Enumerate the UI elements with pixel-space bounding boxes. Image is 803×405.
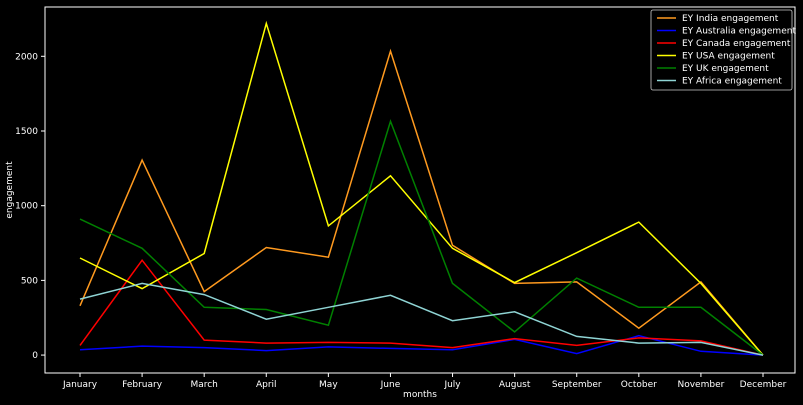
x-axis: January February March April May June July Augu… [62, 373, 787, 390]
y-tick-label: 0 [32, 351, 38, 361]
y-tick-label: 500 [21, 276, 38, 286]
series-line-4 [79, 118, 764, 356]
legend-entry: EY Canada engagement [682, 39, 791, 49]
legend-entry: EY Africa engagement [682, 77, 782, 87]
legend-entry: EY USA engagement [682, 52, 775, 62]
y-axis: 0 500 1000 1500 2000 [15, 52, 45, 361]
x-axis-label: months [403, 390, 437, 400]
x-tick-label: January [62, 380, 98, 390]
x-tick-label: October [621, 380, 657, 390]
x-tick-label: April [256, 380, 277, 390]
x-tick-label: July [443, 380, 461, 390]
y-tick-label: 1500 [15, 127, 38, 137]
series-line-2 [79, 258, 764, 356]
x-tick-label: November [677, 380, 724, 390]
x-tick-label: December [740, 380, 787, 390]
series-line-3 [79, 20, 764, 356]
x-tick-label: September [552, 380, 602, 390]
x-tick-label: June [380, 380, 401, 390]
legend-box [650, 9, 793, 91]
legend-entry: EY India engagement [682, 14, 779, 24]
legend-entry: EY UK engagement [682, 64, 769, 74]
y-tick-label: 2000 [15, 52, 38, 62]
y-axis-label: engagement [5, 161, 15, 219]
series-line-5 [79, 282, 764, 356]
x-tick-label: February [122, 380, 163, 390]
x-tick-label: August [499, 380, 531, 390]
x-tick-label: May [319, 380, 338, 390]
legend-entry: EY Australia engagement [682, 27, 796, 37]
legend: EY India engagement EY Australia engageme… [650, 9, 796, 91]
x-tick-label: March [190, 380, 217, 390]
series-lines [79, 20, 764, 356]
series-line-0 [79, 48, 764, 356]
y-tick-label: 1000 [15, 202, 38, 212]
